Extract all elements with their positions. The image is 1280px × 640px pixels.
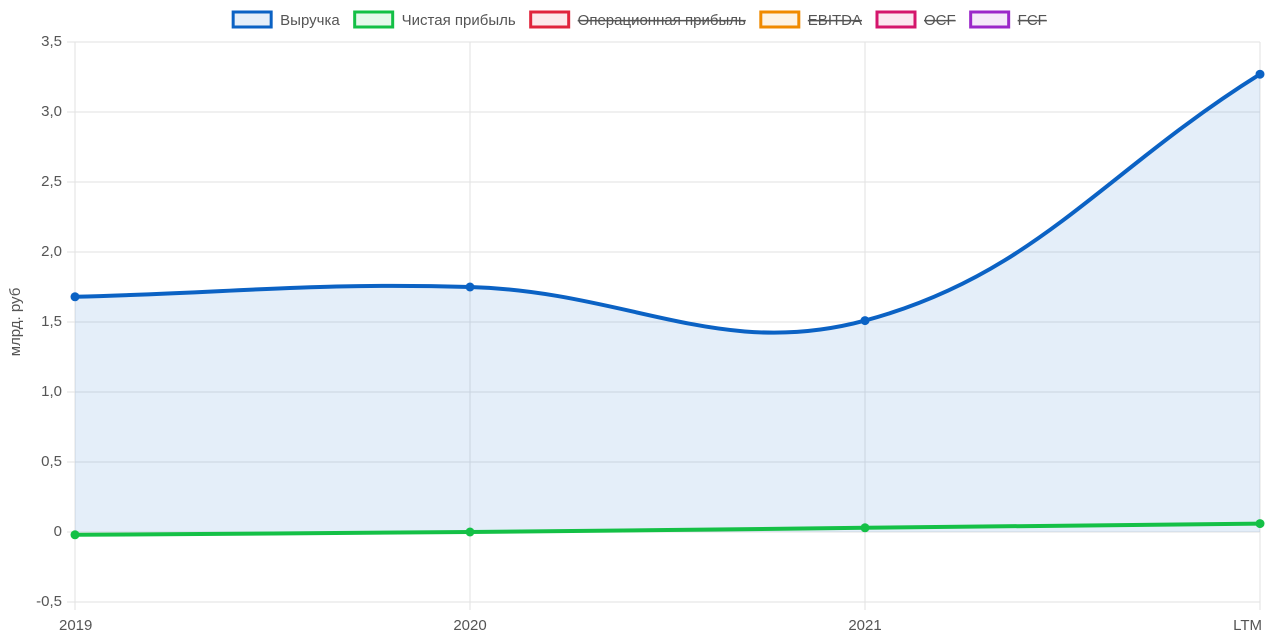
x-tick-label: 2019 [59, 617, 92, 634]
point [1255, 519, 1265, 529]
legend-swatch [969, 10, 1011, 29]
y-tick-label: 1,0 [41, 383, 62, 400]
y-tick-label: -0,5 [36, 593, 62, 610]
legend-swatch [529, 10, 571, 29]
y-axis-title: млрд. руб [7, 288, 24, 357]
line [74, 72, 1262, 335]
legend-swatch [353, 10, 395, 29]
y-tick-label: 2,5 [41, 173, 62, 190]
y-tick-label: 2,0 [41, 243, 62, 260]
legend-item[interactable]: Операционная прибыль [529, 10, 746, 29]
point [1255, 69, 1265, 79]
line [74, 521, 1261, 537]
y-tick-label: 0 [54, 523, 62, 540]
x-tick-label: 2020 [453, 617, 486, 634]
y-tick-label: 3,0 [41, 103, 62, 120]
point [465, 282, 475, 292]
area [75, 74, 1260, 532]
point [860, 316, 870, 326]
x-tick-label: 2021 [848, 617, 881, 634]
y-tick-label: 3,5 [41, 33, 62, 50]
y-tick-label: 0,5 [41, 453, 62, 470]
x-tick-label: LTM [1233, 617, 1262, 634]
legend-label: Выручка [280, 12, 340, 29]
point [465, 527, 475, 537]
legend-label: OCF [924, 12, 956, 29]
legend-swatch [759, 10, 801, 29]
legend-item[interactable]: FCF [969, 10, 1047, 29]
legend-label: FCF [1018, 12, 1047, 29]
legend-item[interactable]: Выручка [231, 10, 340, 29]
point [70, 530, 80, 540]
point [860, 523, 870, 533]
point [70, 292, 80, 302]
legend-item[interactable]: Чистая прибыль [353, 10, 516, 29]
legend-item[interactable]: EBITDA [759, 10, 862, 29]
legend-label: Чистая прибыль [402, 12, 516, 29]
y-tick-label: 1,5 [41, 313, 62, 330]
legend: Выручка Чистая прибыль Операционная прибыл… [231, 10, 1047, 29]
legend-label: EBITDA [808, 12, 862, 29]
legend-swatch [875, 10, 917, 29]
legend-swatch [231, 10, 273, 29]
legend-item[interactable]: OCF [875, 10, 956, 29]
legend-label: Операционная прибыль [578, 12, 746, 29]
